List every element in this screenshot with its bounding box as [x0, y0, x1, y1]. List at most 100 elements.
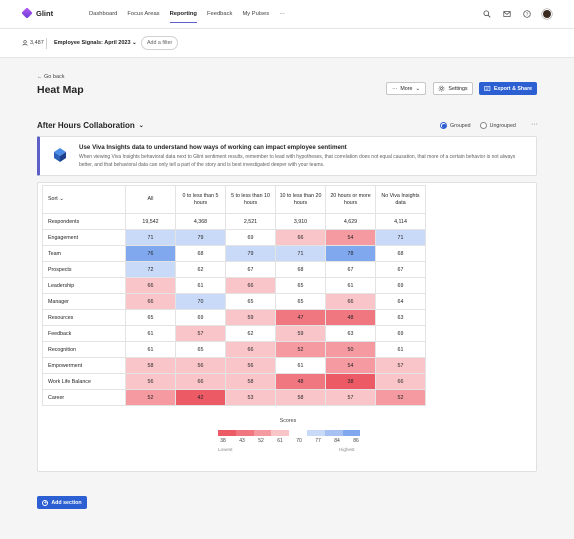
heat-cell[interactable]: 48 — [275, 373, 326, 390]
heat-cell[interactable]: 66 — [225, 277, 276, 294]
mail-icon[interactable] — [502, 9, 512, 19]
heat-cell[interactable]: 66 — [225, 341, 276, 358]
heat-cell[interactable]: 61 — [325, 277, 376, 294]
heat-cell[interactable]: 54 — [325, 229, 376, 246]
row-label[interactable]: Work Life Balance — [42, 373, 126, 390]
heat-cell[interactable]: 68 — [375, 245, 426, 262]
column-header[interactable]: 20 hours or more hours — [325, 185, 376, 214]
heat-cell[interactable]: 71 — [375, 229, 426, 246]
heat-cell[interactable]: 79 — [175, 229, 226, 246]
heat-cell[interactable]: 56 — [225, 357, 276, 374]
heat-cell[interactable]: 58 — [225, 373, 276, 390]
row-label[interactable]: Team — [42, 245, 126, 262]
heat-cell[interactable]: 66 — [325, 293, 376, 310]
go-back-link[interactable]: ← Go back — [37, 74, 65, 80]
grouped-radio[interactable]: Grouped — [440, 122, 471, 129]
heat-cell[interactable]: 42 — [175, 389, 226, 406]
heat-cell[interactable]: 66 — [275, 229, 326, 246]
heat-cell[interactable]: 64 — [375, 293, 426, 310]
row-label[interactable]: Resources — [42, 309, 126, 326]
more-button[interactable]: ··· More ⌄ — [386, 82, 426, 95]
heat-cell[interactable]: 57 — [175, 325, 226, 342]
heat-cell[interactable]: 65 — [275, 277, 326, 294]
heat-cell[interactable]: 48 — [325, 309, 376, 326]
row-label[interactable]: Career — [42, 389, 126, 406]
heat-cell[interactable]: 69 — [175, 309, 226, 326]
heat-cell[interactable]: 68 — [175, 245, 226, 262]
heat-cell[interactable]: 68 — [275, 261, 326, 278]
heat-cell[interactable]: 66 — [125, 277, 176, 294]
heat-cell[interactable]: 52 — [375, 389, 426, 406]
heat-cell[interactable]: 52 — [125, 389, 176, 406]
heat-cell[interactable]: 69 — [375, 277, 426, 294]
nav-dashboard[interactable]: Dashboard — [89, 11, 118, 17]
heat-cell[interactable]: 71 — [275, 245, 326, 262]
nav-reporting[interactable]: Reporting — [169, 0, 198, 29]
nav-more[interactable]: ··· — [279, 11, 285, 17]
avatar[interactable] — [542, 9, 552, 19]
heat-cell[interactable]: 62 — [175, 261, 226, 278]
heat-cell[interactable]: 66 — [125, 293, 176, 310]
app-logo[interactable]: Glint — [21, 7, 53, 19]
column-header[interactable]: 10 to less than 20 hours — [275, 185, 326, 214]
heat-cell[interactable]: 63 — [325, 325, 376, 342]
heat-cell[interactable]: 72 — [125, 261, 176, 278]
heat-cell[interactable]: 57 — [375, 357, 426, 374]
heat-cell[interactable]: 61 — [125, 341, 176, 358]
heat-cell[interactable]: 66 — [175, 373, 226, 390]
heat-cell[interactable]: 76 — [125, 245, 176, 262]
search-icon[interactable] — [482, 9, 492, 19]
survey-selector[interactable]: Employee Signals: April 2023 ⌄ — [54, 40, 137, 46]
heat-cell[interactable]: 59 — [225, 309, 276, 326]
heat-cell[interactable]: 70 — [175, 293, 226, 310]
heat-cell[interactable]: 38 — [325, 373, 376, 390]
heat-cell[interactable]: 57 — [325, 389, 376, 406]
heat-cell[interactable]: 65 — [225, 293, 276, 310]
heat-cell[interactable]: 79 — [225, 245, 276, 262]
heat-cell[interactable]: 63 — [375, 309, 426, 326]
section-more-button[interactable]: ··· — [531, 121, 538, 128]
add-section-button[interactable]: + Add section — [37, 496, 87, 509]
heat-cell[interactable]: 58 — [125, 357, 176, 374]
heat-cell[interactable]: 53 — [225, 389, 276, 406]
heat-cell[interactable]: 71 — [125, 229, 176, 246]
heat-cell[interactable]: 65 — [175, 341, 226, 358]
row-label[interactable]: Prospects — [42, 261, 126, 278]
sort-control[interactable]: Sort ⌄ — [42, 185, 126, 214]
settings-button[interactable]: Settings — [433, 82, 473, 95]
row-label[interactable]: Manager — [42, 293, 126, 310]
ungrouped-radio[interactable]: Ungrouped — [479, 122, 516, 129]
heat-cell[interactable]: 50 — [325, 341, 376, 358]
help-icon[interactable]: ? — [522, 9, 532, 19]
heat-cell[interactable]: 66 — [375, 373, 426, 390]
heat-cell[interactable]: 61 — [275, 357, 326, 374]
heat-cell[interactable]: 52 — [275, 341, 326, 358]
heat-cell[interactable]: 69 — [375, 325, 426, 342]
row-label[interactable]: Recognition — [42, 341, 126, 358]
column-header[interactable]: All — [125, 185, 176, 214]
heat-cell[interactable]: 62 — [225, 325, 276, 342]
nav-my-pulses[interactable]: My Pulses — [242, 11, 270, 17]
heat-cell[interactable]: 56 — [175, 357, 226, 374]
heat-cell[interactable]: 61 — [375, 341, 426, 358]
heat-cell[interactable]: 47 — [275, 309, 326, 326]
export-share-button[interactable]: Export & Share — [479, 82, 537, 95]
heat-cell[interactable]: 61 — [175, 277, 226, 294]
row-label[interactable]: Engagement — [42, 229, 126, 246]
heat-cell[interactable]: 58 — [275, 389, 326, 406]
nav-feedback[interactable]: Feedback — [206, 11, 233, 17]
heat-cell[interactable]: 59 — [275, 325, 326, 342]
heat-cell[interactable]: 67 — [225, 261, 276, 278]
column-header[interactable]: 5 to less than 10 hours — [225, 185, 276, 214]
section-title[interactable]: After Hours Collaboration ⌄ — [37, 121, 144, 130]
nav-focus-areas[interactable]: Focus Areas — [127, 11, 160, 17]
row-label[interactable]: Empowerment — [42, 357, 126, 374]
heat-cell[interactable]: 61 — [125, 325, 176, 342]
row-label[interactable]: Feedback — [42, 325, 126, 342]
heat-cell[interactable]: 67 — [325, 261, 376, 278]
row-label[interactable]: Leadership — [42, 277, 126, 294]
heat-cell[interactable]: 78 — [325, 245, 376, 262]
add-filter-button[interactable]: Add a filter — [141, 36, 179, 50]
heat-cell[interactable]: 54 — [325, 357, 376, 374]
heat-cell[interactable]: 69 — [225, 229, 276, 246]
